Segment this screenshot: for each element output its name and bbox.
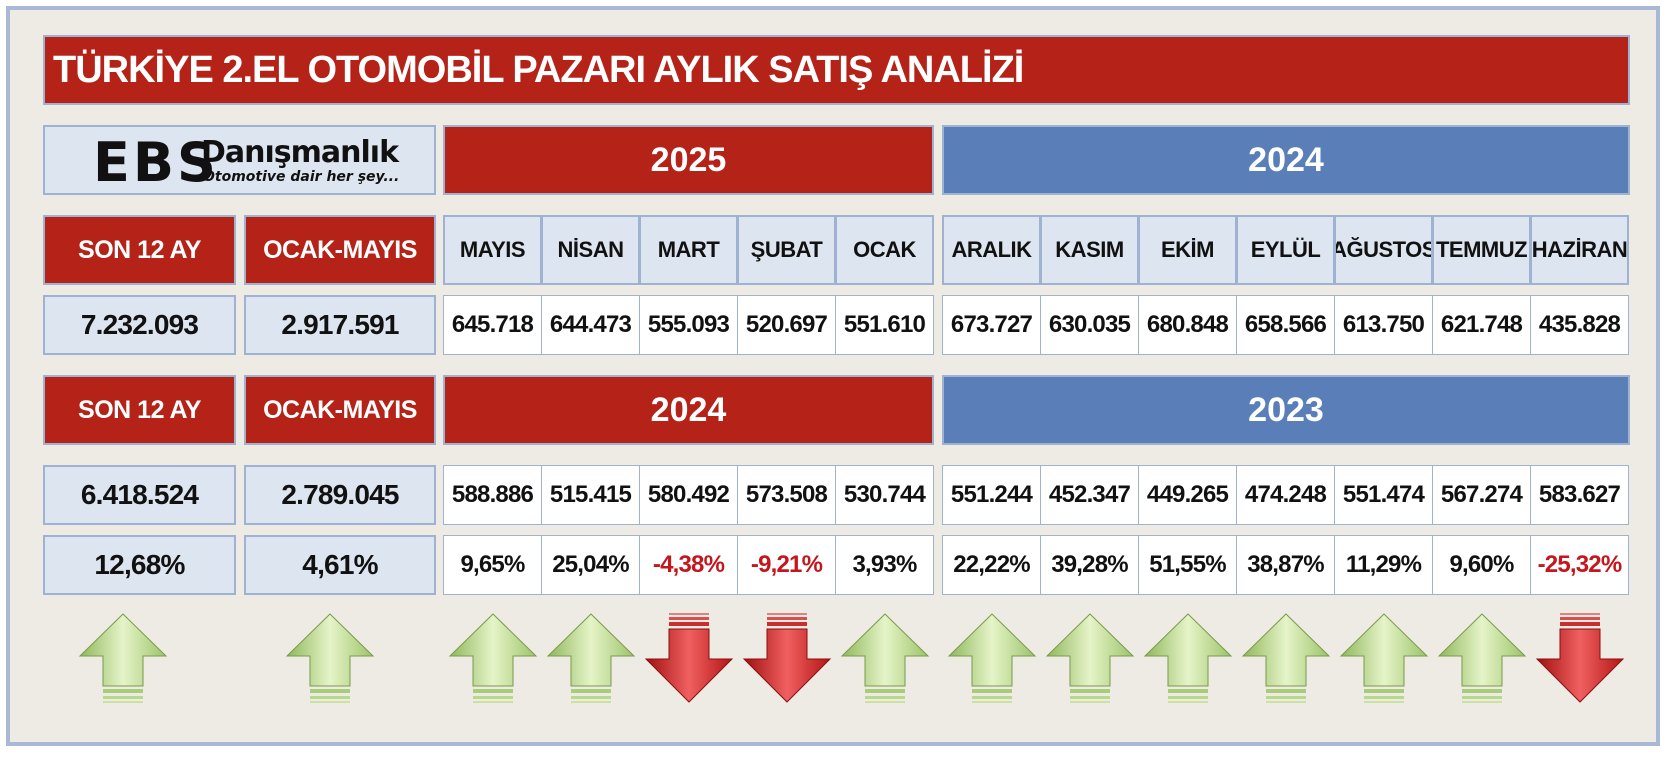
down-arrow-icon <box>1535 613 1624 703</box>
up-arrow-icon <box>947 613 1036 703</box>
value-bottom: 580.492 <box>639 465 738 525</box>
logo-brand: EBS <box>93 131 219 194</box>
change-value: 3,93% <box>835 535 934 595</box>
total-last12-top: 7.232.093 <box>43 295 236 355</box>
page-title: TÜRKİYE 2.EL OTOMOBİL PAZARI AYLIK SATIŞ… <box>43 35 1630 105</box>
change-value: -4,38% <box>639 535 738 595</box>
total-janmay-top: 2.917.591 <box>244 295 436 355</box>
change-value: 9,60% <box>1432 535 1531 595</box>
total-janmay-bottom: 2.789.045 <box>244 465 436 525</box>
value-top: 551.610 <box>835 295 934 355</box>
up-arrow-icon <box>1339 613 1428 703</box>
year-header-bottom-right: 2023 <box>942 375 1630 445</box>
month-header: NİSAN <box>541 215 640 285</box>
value-top: 673.727 <box>942 295 1041 355</box>
month-header: OCAK <box>835 215 934 285</box>
month-header: ARALIK <box>942 215 1041 285</box>
value-top: 435.828 <box>1530 295 1629 355</box>
month-header: HAZİRAN <box>1530 215 1629 285</box>
down-arrow-icon <box>644 613 733 703</box>
value-top: 645.718 <box>443 295 542 355</box>
month-header: KASIM <box>1040 215 1139 285</box>
trend-arrow-janmay-icon <box>285 613 375 703</box>
value-bottom: 449.265 <box>1138 465 1237 525</box>
change-value: 9,65% <box>443 535 542 595</box>
total-last12-bottom: 6.418.524 <box>43 465 236 525</box>
value-bottom: 530.744 <box>835 465 934 525</box>
label-janmay-bottom: OCAK-MAYIS <box>244 375 436 445</box>
month-header: AĞUSTOS <box>1334 215 1433 285</box>
value-bottom: 515.415 <box>541 465 640 525</box>
year-header-top-right: 2024 <box>942 125 1630 195</box>
up-arrow-icon <box>840 613 929 703</box>
up-arrow-icon <box>448 613 537 703</box>
change-janmay: 4,61% <box>244 535 436 595</box>
month-header: EKİM <box>1138 215 1237 285</box>
up-arrow-icon <box>1437 613 1526 703</box>
value-bottom: 551.474 <box>1334 465 1433 525</box>
label-last12-top: SON 12 AY <box>43 215 236 285</box>
change-value: -25,32% <box>1530 535 1629 595</box>
month-header: EYLÜL <box>1236 215 1335 285</box>
down-arrow-icon <box>742 613 831 703</box>
logo-tagline: Otomotive dair her şey... <box>203 169 400 185</box>
value-bottom: 573.508 <box>737 465 836 525</box>
month-header: MART <box>639 215 738 285</box>
month-header: MAYIS <box>443 215 542 285</box>
label-last12-bottom: SON 12 AY <box>43 375 236 445</box>
value-top: 658.566 <box>1236 295 1335 355</box>
up-arrow-icon <box>546 613 635 703</box>
value-top: 680.848 <box>1138 295 1237 355</box>
month-header: TEMMUZ <box>1432 215 1531 285</box>
change-value: 25,04% <box>541 535 640 595</box>
change-value: 39,28% <box>1040 535 1139 595</box>
logo-name: Danışmanlık <box>201 135 399 170</box>
year-header-bottom-left: 2024 <box>443 375 934 445</box>
value-bottom: 474.248 <box>1236 465 1335 525</box>
up-arrow-icon <box>1241 613 1330 703</box>
value-bottom: 583.627 <box>1530 465 1629 525</box>
value-bottom: 452.347 <box>1040 465 1139 525</box>
change-value: 22,22% <box>942 535 1041 595</box>
value-top: 520.697 <box>737 295 836 355</box>
value-bottom: 588.886 <box>443 465 542 525</box>
change-last12: 12,68% <box>43 535 236 595</box>
change-value: 38,87% <box>1236 535 1335 595</box>
value-top: 644.473 <box>541 295 640 355</box>
up-arrow-icon <box>1045 613 1134 703</box>
value-top: 630.035 <box>1040 295 1139 355</box>
change-value: 51,55% <box>1138 535 1237 595</box>
change-value: -9,21% <box>737 535 836 595</box>
change-value: 11,29% <box>1334 535 1433 595</box>
up-arrow-icon <box>1143 613 1232 703</box>
value-top: 621.748 <box>1432 295 1531 355</box>
value-top: 613.750 <box>1334 295 1433 355</box>
year-header-top-left: 2025 <box>443 125 934 195</box>
logo: EBS Danışmanlık Otomotive dair her şey..… <box>43 125 436 195</box>
value-bottom: 551.244 <box>942 465 1041 525</box>
trend-arrow-last12-icon <box>78 613 168 703</box>
value-bottom: 567.274 <box>1432 465 1531 525</box>
month-header: ŞUBAT <box>737 215 836 285</box>
value-top: 555.093 <box>639 295 738 355</box>
label-janmay-top: OCAK-MAYIS <box>244 215 436 285</box>
